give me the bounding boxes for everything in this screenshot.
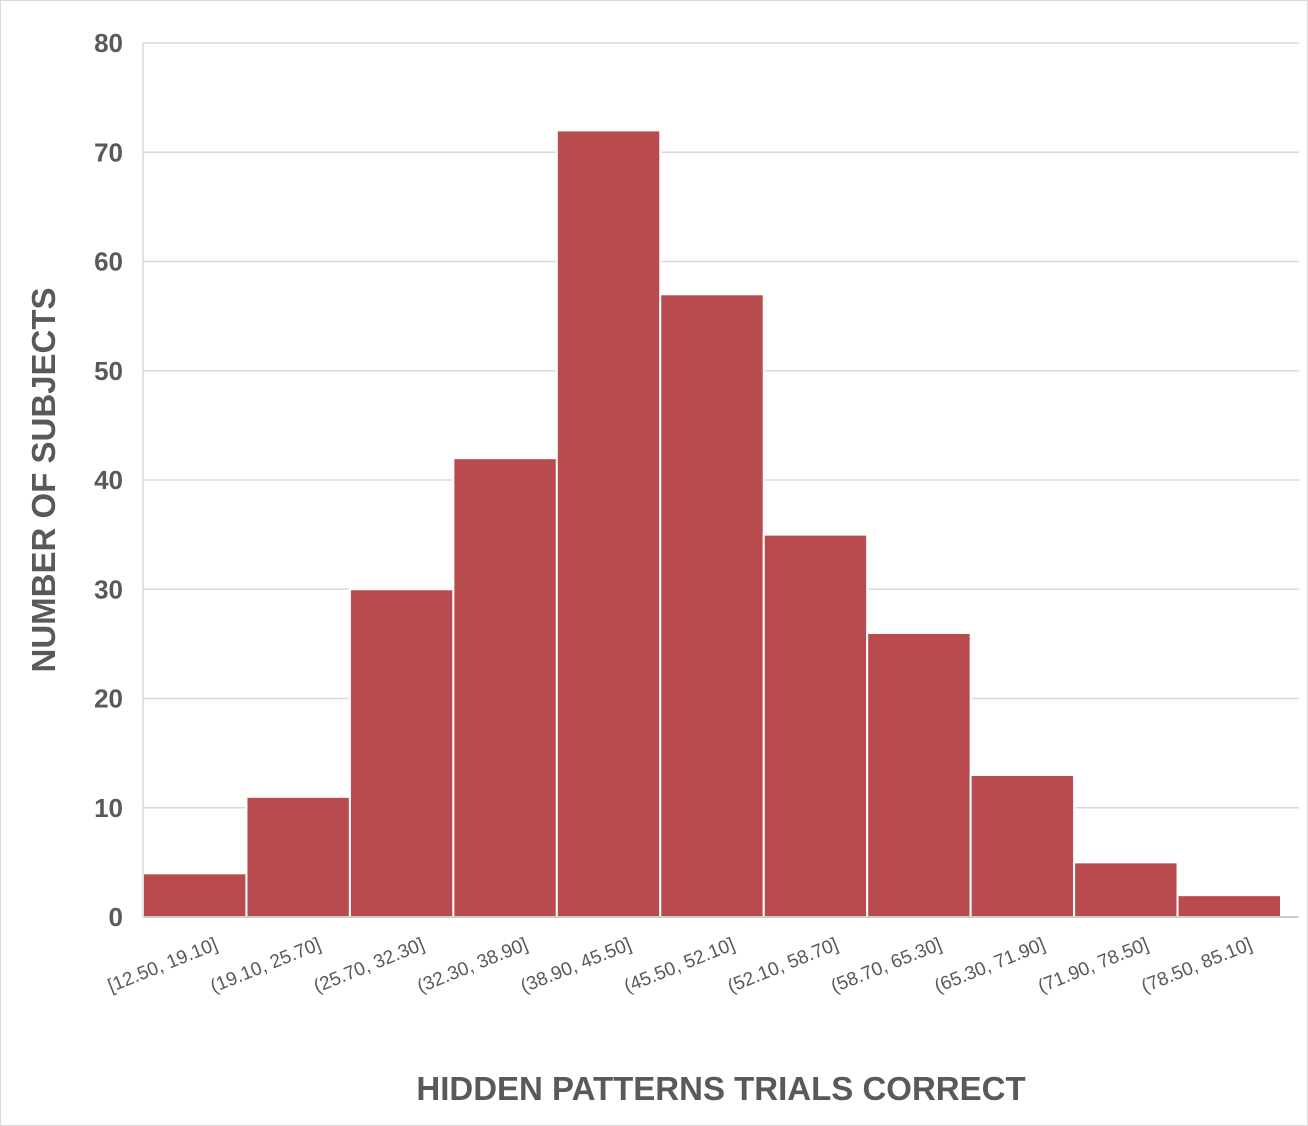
histogram-bar [348, 588, 455, 918]
bars [142, 129, 1282, 919]
histogram-bar [866, 631, 972, 918]
x-tick-label: [12.50, 19.10] [105, 934, 221, 997]
x-tick-label: (65.30, 71.90] [932, 934, 1049, 997]
y-tick-label: 30 [94, 574, 123, 604]
x-axis-title: HIDDEN PATTERNS TRIALS CORRECT [416, 1070, 1025, 1107]
y-tick-labels: 0 10 20 30 40 50 60 70 80 [94, 28, 123, 932]
histogram-bar [762, 533, 869, 918]
histogram-bar [969, 773, 1076, 918]
x-tick-label: (38.90, 45.50] [518, 934, 635, 997]
x-tick-label: (52.10, 58.70] [725, 934, 842, 997]
x-tick-labels: [12.50, 19.10](19.10, 25.70](25.70, 32.3… [105, 934, 1255, 997]
histogram-bar [659, 293, 765, 918]
histogram-bar [1176, 894, 1282, 919]
y-tick-label: 80 [94, 28, 123, 58]
histogram-bar [452, 457, 558, 918]
y-tick-label: 40 [94, 465, 123, 495]
y-tick-label: 60 [94, 247, 123, 277]
y-tick-label: 50 [94, 356, 123, 386]
y-tick-label: 70 [94, 137, 123, 167]
histogram-bar [245, 795, 351, 919]
x-tick-label: (45.50, 52.10] [621, 934, 738, 997]
y-tick-label: 10 [94, 793, 123, 823]
y-axis-title: NUMBER OF SUBJECTS [25, 287, 62, 672]
y-tick-label: 0 [109, 902, 123, 932]
x-tick-label: (71.90, 78.50] [1035, 934, 1152, 997]
histogram-bar [555, 129, 662, 918]
histogram-bar [142, 872, 248, 918]
x-tick-label: (19.10, 25.70] [207, 934, 324, 997]
x-tick-label: (32.30, 38.90] [414, 934, 531, 997]
x-tick-label: (58.70, 65.30] [828, 934, 945, 997]
histogram-bar [1073, 861, 1179, 918]
x-tick-label: (25.70, 32.30] [311, 934, 428, 997]
y-tick-label: 20 [94, 684, 123, 714]
x-tick-label: (78.50, 85.10] [1139, 934, 1256, 997]
